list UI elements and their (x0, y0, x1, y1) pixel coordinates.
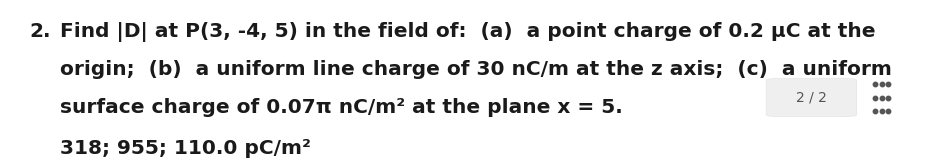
Text: origin;  (b)  a uniform line charge of 30 nC/m at the z axis;  (c)  a uniform: origin; (b) a uniform line charge of 30 … (60, 60, 891, 79)
FancyBboxPatch shape (766, 78, 856, 117)
Text: 2.: 2. (30, 22, 51, 41)
Text: 318; 955; 110.0 pC/m²: 318; 955; 110.0 pC/m² (60, 139, 311, 158)
Text: 2 / 2: 2 / 2 (795, 90, 826, 104)
Text: surface charge of 0.07π nC/m² at the plane x = 5.: surface charge of 0.07π nC/m² at the pla… (60, 98, 622, 117)
Text: Find |D| at P(3, -4, 5) in the field of:  (a)  a point charge of 0.2 μC at the: Find |D| at P(3, -4, 5) in the field of:… (60, 22, 875, 42)
